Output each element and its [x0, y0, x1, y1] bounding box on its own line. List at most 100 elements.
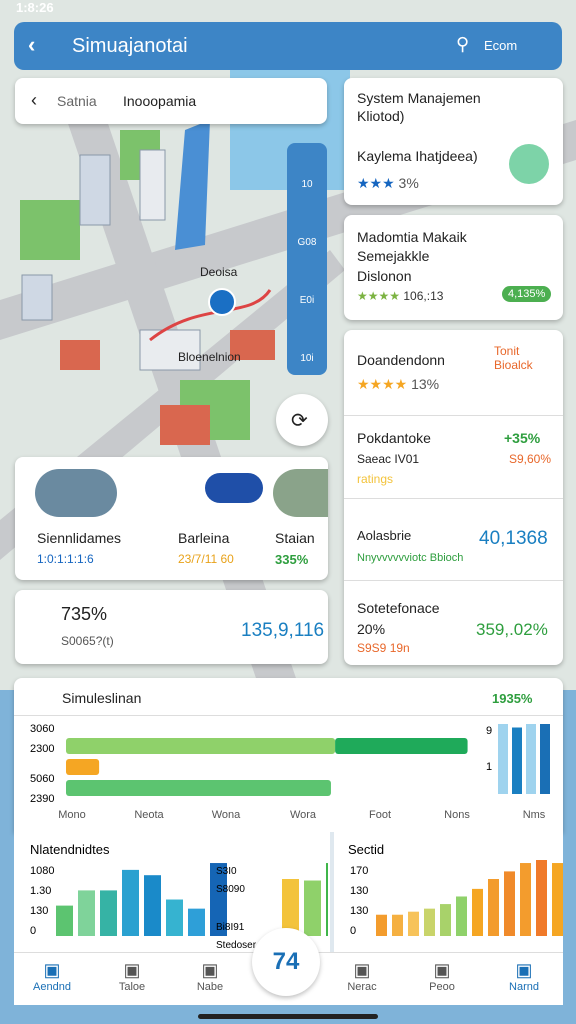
- map-label: Deoisa: [200, 265, 238, 279]
- places-card[interactable]: Siennlidames 1:0:1:1:1:6 Barleina 23/7/1…: [15, 457, 328, 580]
- separator: [344, 580, 563, 581]
- y-label: 0: [30, 925, 36, 937]
- tool-button[interactable]: E0i: [299, 295, 315, 306]
- rating-value: 106,:13: [403, 289, 444, 303]
- back-button[interactable]: ‹: [28, 32, 36, 57]
- search-label: Satnia: [57, 93, 97, 109]
- bar: [504, 871, 515, 936]
- card-title: Sotetefonace: [357, 600, 440, 616]
- chart: Sectid 170 130 130 0: [348, 842, 563, 937]
- card-value: 40,1368: [479, 528, 548, 549]
- bar: [282, 879, 299, 936]
- card-rating: ★★★ 3%: [357, 175, 419, 191]
- nav-label: Nerac: [347, 981, 377, 993]
- card-rating: ★★★★ 13%: [357, 376, 440, 392]
- building: [21, 274, 53, 321]
- nav-item[interactable]: ▣ Nabe: [182, 959, 238, 993]
- nav-label: Narnd: [509, 981, 539, 993]
- tool-button[interactable]: 10: [301, 179, 313, 190]
- bar: [122, 869, 139, 936]
- nav-item[interactable]: ▣ Nerac: [334, 959, 390, 993]
- app-action[interactable]: Ecom: [484, 38, 518, 53]
- nav-label: Taloe: [118, 981, 146, 993]
- map-pin: [208, 288, 236, 316]
- separator: [330, 832, 334, 952]
- mini-label: 1: [486, 761, 492, 773]
- x-label: Foot: [369, 809, 391, 821]
- bar: [326, 863, 328, 936]
- card-title: Madomtia Makaik: [357, 229, 467, 245]
- bar-segment: [335, 738, 468, 754]
- series-label: Bi8I91: [216, 922, 245, 933]
- nav-icon: ▣: [353, 960, 371, 980]
- summary-card[interactable]: 735% S0065?(t) 135,9,116: [15, 590, 328, 664]
- thumbnail: [273, 469, 328, 517]
- row-label: 5060: [30, 773, 54, 785]
- tower: [175, 120, 210, 250]
- nav-item[interactable]: ▣ Peoo: [414, 959, 470, 993]
- place-name: Staian: [275, 530, 315, 546]
- place-name: Siennlidames: [37, 530, 122, 546]
- nav-icon: ▣: [43, 960, 61, 980]
- tool-button[interactable]: 10i: [300, 353, 314, 364]
- separator: [14, 715, 563, 716]
- y-label: 1080: [30, 865, 54, 877]
- bar: [56, 905, 73, 936]
- nav-label: Aendnd: [33, 981, 71, 993]
- separator: [344, 498, 563, 499]
- park: [20, 200, 80, 260]
- summary-value: 735%: [61, 604, 108, 624]
- bar-segment: [66, 780, 331, 796]
- card-tag: Tonit Bioalck: [494, 344, 533, 372]
- back-icon[interactable]: ‹: [31, 90, 37, 110]
- nav-item[interactable]: ▣ Taloe: [104, 959, 160, 993]
- nav-label: Nabe: [196, 981, 224, 993]
- card-pct: 20%: [357, 621, 386, 637]
- home-indicator: [198, 1014, 378, 1019]
- search-icon[interactable]: ⚲: [456, 34, 470, 54]
- rotate-icon: ⟳: [291, 410, 308, 432]
- search-bar[interactable]: ‹ Satnia Inooopamia: [15, 78, 327, 124]
- card[interactable]: System Manajemen Kliotod) Kaylema Ihatjd…: [344, 78, 563, 205]
- card-value: +35%: [504, 430, 541, 446]
- building: [79, 154, 111, 226]
- tool-button[interactable]: G08: [297, 237, 317, 248]
- nav-label: Peoo: [429, 981, 455, 993]
- bar: [78, 890, 95, 936]
- card-stars: ratings: [357, 472, 394, 486]
- y-label: 1.30: [30, 885, 51, 897]
- y-label: 170: [350, 865, 368, 877]
- mini-bar: [540, 724, 550, 794]
- nav-icon: ▣: [515, 960, 533, 980]
- series-label: Stedoser: [216, 940, 257, 951]
- card[interactable]: Madomtia Makaik Semejakkle Dislonon ★★★★…: [344, 215, 563, 320]
- bar: [188, 908, 205, 936]
- app-bar: ‹ Simuajanotai ⚲ Ecom: [14, 22, 562, 70]
- card-rating: ★★★★ 106,:13: [357, 289, 444, 303]
- chart-title: Nlatendnidtes: [30, 842, 110, 857]
- card-title: System Manajemen: [357, 90, 481, 106]
- mini-bar: [512, 727, 522, 794]
- x-label: Mono: [58, 809, 86, 821]
- nav-item[interactable]: ▣ Aendnd: [24, 959, 80, 993]
- rotate-button[interactable]: ⟳: [276, 394, 328, 446]
- place-value: 1:0:1:1:1:6: [37, 552, 94, 566]
- nav-item[interactable]: ▣ Narnd: [496, 959, 552, 993]
- mini-bar: [498, 724, 508, 794]
- y-label: 130: [350, 885, 368, 897]
- center-button[interactable]: 74: [252, 928, 320, 996]
- series-label: S3I0: [216, 866, 237, 877]
- simulation-chart: 3060 2300 5060 2390 Mono Neota Wona Wora Foot Non…: [30, 723, 550, 821]
- place-value: 23/7/11 60: [178, 552, 234, 566]
- card-list[interactable]: Doandendonn ★★★★ 13% Tonit Bioalck Pokda…: [344, 330, 563, 665]
- bar: [408, 911, 419, 936]
- badge: 4,135%: [502, 286, 552, 302]
- place-name: Barleina: [178, 530, 230, 546]
- bar: [552, 863, 563, 936]
- y-label: 130: [30, 905, 48, 917]
- mini-bar: [526, 724, 536, 794]
- row-label: 2390: [30, 793, 54, 805]
- bar: [166, 899, 183, 936]
- bar: [520, 863, 531, 936]
- mini-label: 9: [486, 725, 492, 737]
